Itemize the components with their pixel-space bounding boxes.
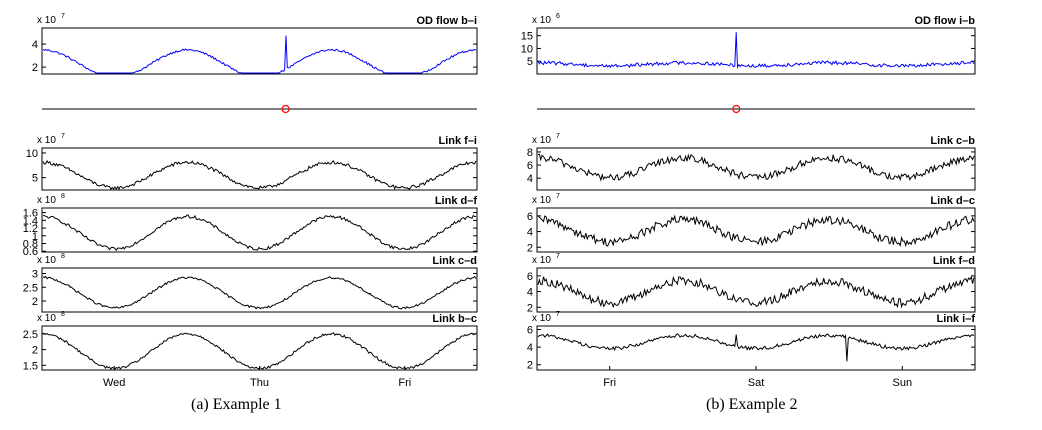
link-b-c-ytick-label: 2.5 [23,329,38,341]
link-d-c-frame [536,207,976,253]
link-c-d-exponent: 8 [61,253,65,260]
link-f-i-frame [41,147,478,191]
link-c-b-series-line [537,153,975,182]
od-flow-i-b-title: OD flow i–b [915,15,976,27]
link-c-b-ytick-label: 4 [527,173,533,185]
link-f-d-title: Link f–d [933,255,975,267]
link-c-b-frame [536,147,976,191]
link-f-i-title: Link f–i [438,135,477,147]
link-d-f-multiplier: x 10 [37,195,56,206]
link-c-b-ytick-label: 6 [527,160,533,172]
link-i-f-multiplier: x 10 [532,313,551,324]
link-d-c-title: Link d–c [930,195,975,207]
od-flow-b-i-exponent: 7 [61,13,65,20]
link-d-c-ytick-label: 2 [527,242,533,254]
link-d-f-ytick-label: 1.4 [23,215,38,227]
od-flow-i-b-ytick-label: 15 [521,31,533,43]
link-c-b-ytick-label: 8 [527,147,533,159]
od-flow-b-i-frame [41,27,478,75]
link-d-f-ytick-label: 0.6 [23,246,38,258]
example-1-xtick-label: Thu [250,377,269,389]
link-d-f-ytick-label: 1.2 [23,223,38,235]
link-c-b-multiplier: x 10 [532,135,551,146]
link-d-c-ytick-label: 6 [527,211,533,223]
link-f-d-series-line [537,275,975,309]
link-b-c-exponent: 8 [61,311,65,318]
link-c-d-title: Link c–d [432,255,477,267]
link-c-d-ytick-label: 2.5 [23,282,38,294]
od-flow-b-i-multiplier: x 10 [37,15,56,26]
od-flow-i-b-multiplier: x 10 [532,15,551,26]
od-flow-b-i-title: OD flow b–i [417,15,478,27]
link-d-f-ytick-label: 1 [32,231,38,243]
link-c-d-ytick-label: 3 [32,269,38,281]
od-flow-b-i-ytick-label: 2 [32,62,38,74]
example-1-xtick-label: Fri [398,377,411,389]
link-c-d-series-line [42,275,477,310]
example-2-xtick-label: Sun [893,377,913,389]
example-2-marker-circle [732,104,741,114]
link-i-f-frame [536,325,976,371]
link-i-f-series-line [537,333,975,362]
example-2-xtick-label: Sat [748,377,765,389]
link-i-f-ytick-label: 6 [527,325,533,337]
link-b-c-frame [41,325,478,371]
od-flow-i-b-exponent: 6 [556,13,560,20]
link-d-f-series-line [43,214,476,252]
link-f-d-ytick-label: 6 [527,271,533,283]
link-d-c-series-line [537,214,975,248]
link-f-i-multiplier: x 10 [37,135,56,146]
example-2-xtick-label: Fri [603,377,616,389]
od-flow-i-b-series-line [537,32,975,69]
example-1-xtick-label: Wed [103,377,125,389]
link-d-c-ytick-label: 4 [527,227,533,239]
od-flow-b-i-ytick-label: 4 [32,39,38,51]
od-flow-b-i-series-line [42,35,477,74]
link-f-i-ytick-label: 10 [26,148,38,160]
link-d-c-exponent: 7 [556,193,560,200]
link-f-i-series-line [42,159,477,191]
link-f-d-multiplier: x 10 [532,255,551,266]
link-b-c-ytick-label: 1.5 [23,360,38,372]
link-i-f-ytick-label: 2 [527,360,533,372]
caption-example-2: (b) Example 2 [706,396,798,413]
link-f-d-exponent: 7 [556,253,560,260]
link-i-f-title: Link i–f [936,313,975,325]
link-f-i-exponent: 7 [61,133,65,140]
link-d-f-exponent: 8 [61,193,65,200]
link-f-i-ytick-label: 5 [32,173,38,185]
link-c-d-frame [41,267,478,313]
od-flow-i-b-ytick-label: 10 [521,43,533,55]
link-f-d-ytick-label: 4 [527,287,533,299]
od-flow-i-b-ytick-label: 5 [527,56,533,68]
link-i-f-ytick-label: 4 [527,342,533,354]
link-b-c-multiplier: x 10 [37,313,56,324]
link-f-d-ytick-label: 2 [527,302,533,314]
link-c-d-ytick-label: 2 [32,296,38,308]
link-c-d-multiplier: x 10 [37,255,56,266]
link-d-c-multiplier: x 10 [532,195,551,206]
link-d-f-ytick-label: 1.6 [23,208,38,220]
link-b-c-ytick-label: 2 [32,345,38,357]
link-i-f-exponent: 7 [556,311,560,318]
link-d-f-title: Link d–f [435,195,478,207]
link-c-b-title: Link c–b [930,135,975,147]
link-b-c-title: Link b–c [432,313,477,325]
caption-example-1: (a) Example 1 [191,396,282,413]
example-1-marker-circle [281,104,290,114]
link-d-f-ytick-label: 0.8 [23,239,38,251]
link-c-b-exponent: 7 [556,133,560,140]
link-d-f-frame [41,207,478,253]
